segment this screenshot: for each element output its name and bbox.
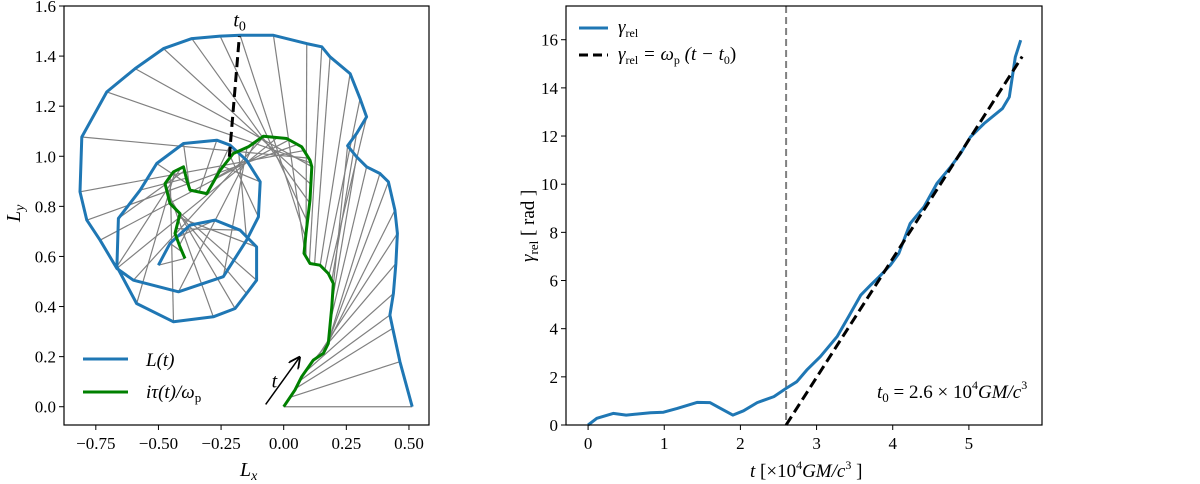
connector-line xyxy=(289,361,401,398)
legend: γrel γrel = ωp (t − t0) xyxy=(579,17,736,67)
legend-label-fit: γrel = ωp (t − t0) xyxy=(618,44,736,67)
connector-line xyxy=(163,48,312,185)
connector-line xyxy=(86,143,298,221)
x-axis-ticks: −0.75 −0.50 −0.25 0.00 0.25 0.50 xyxy=(76,425,424,453)
x-tick-label: 4 xyxy=(888,434,897,453)
y-tick-label: 0 xyxy=(550,416,559,435)
y-axis-ticks: 0 2 4 6 8 10 12 14 16 xyxy=(541,31,566,435)
x-tick-label: −0.25 xyxy=(201,434,240,453)
x-tick-label: 0 xyxy=(584,434,593,453)
series-gamma-line xyxy=(587,39,1023,427)
connector-line xyxy=(79,149,305,193)
connector-line xyxy=(304,293,394,374)
connector-line xyxy=(295,327,393,389)
connector-line xyxy=(238,151,248,241)
y-tick-label: 0.0 xyxy=(35,398,56,417)
x-axis-label: Lx xyxy=(239,459,258,484)
connector-line xyxy=(140,177,187,191)
y-axis-label: γrel [ rad ] xyxy=(518,190,541,262)
connector-line xyxy=(176,219,216,239)
y-tick-label: 6 xyxy=(550,272,559,291)
y-tick-label: 0.4 xyxy=(35,298,57,317)
connector-line xyxy=(308,46,323,263)
connector-line xyxy=(331,156,358,303)
connector-line xyxy=(222,165,261,183)
x-tick-label: 0.00 xyxy=(269,434,299,453)
connector-line xyxy=(299,314,391,382)
left-panel-trajectory: t0 t −0.75 −0.50 −0.25 0.00 0.25 0.50 0.00.20… xyxy=(3,0,430,484)
x-tick-label: 0.25 xyxy=(331,434,361,453)
y-tick-label: 8 xyxy=(550,223,559,242)
connector-line xyxy=(328,116,368,276)
connector-line xyxy=(230,156,259,218)
connector-line xyxy=(215,159,247,179)
connector-line xyxy=(158,257,186,266)
connector-line xyxy=(198,140,218,193)
connector-line xyxy=(322,209,396,355)
connector-line xyxy=(331,133,358,281)
left-axes-frame xyxy=(63,5,430,426)
y-tick-label: 10 xyxy=(541,175,558,194)
x-tick-label: 3 xyxy=(812,434,821,453)
connector-line xyxy=(310,263,397,364)
x-tick-label: −0.75 xyxy=(76,434,115,453)
legend: L(t) iτ(t)/ωp xyxy=(83,350,201,405)
x-tick-label: −0.50 xyxy=(139,434,178,453)
y-tick-label: 4 xyxy=(550,320,559,339)
x-axis-label: t [×104GM/c3 ] xyxy=(750,458,862,482)
series-L-line xyxy=(78,33,414,408)
right-axes-frame xyxy=(565,5,1043,426)
legend-label-tau: iτ(t)/ωp xyxy=(146,382,201,405)
y-tick-label: 12 xyxy=(541,127,558,146)
connector-line xyxy=(177,141,257,293)
y-tick-label: 0.6 xyxy=(35,247,56,266)
y-tick-label: 1.4 xyxy=(35,47,57,66)
t0-marker-line xyxy=(227,36,241,157)
x-tick-label: 5 xyxy=(965,434,974,453)
x-axis-ticks: 0 1 2 3 4 5 xyxy=(584,425,973,453)
y-tick-label: 0.2 xyxy=(35,348,56,367)
connector-line xyxy=(313,56,331,265)
t0-marker-label: t0 xyxy=(233,9,246,34)
series-fit-line xyxy=(784,55,1024,426)
connector-line xyxy=(132,135,265,281)
connector-line xyxy=(324,98,361,271)
series-tau-line xyxy=(163,134,335,408)
connector-line xyxy=(116,137,278,269)
connector-line xyxy=(329,166,368,322)
y-tick-label: 2 xyxy=(550,368,559,387)
y-tick-label: 1.0 xyxy=(35,147,56,166)
time-arrow-label: t xyxy=(272,370,278,392)
y-axis-label: Ly xyxy=(3,204,28,223)
y-tick-label: 16 xyxy=(541,31,558,50)
x-tick-label: 2 xyxy=(736,434,745,453)
y-tick-label: 1.2 xyxy=(35,97,56,116)
legend-label-gamma: γrel xyxy=(618,17,639,40)
y-tick-label: 14 xyxy=(541,79,559,98)
connector-line xyxy=(325,181,389,349)
y-tick-label: 1.6 xyxy=(35,0,56,16)
connector-line xyxy=(272,35,306,249)
connector-line xyxy=(219,35,308,222)
connector-line xyxy=(319,73,351,266)
connector-line xyxy=(191,38,311,204)
time-arrow xyxy=(265,357,300,405)
x-tick-label: 0.50 xyxy=(394,434,424,453)
y-axis-ticks: 0.0 0.2 0.4 0.6 0.8 1.0 1.2 1.4 1.6 xyxy=(35,0,64,417)
connector-line xyxy=(106,91,311,164)
legend-label-L: L(t) xyxy=(145,350,175,371)
connector-lines xyxy=(79,35,413,408)
y-tick-label: 0.8 xyxy=(35,197,56,216)
t0-annotation: t0 = 2.6 × 104GM/c3 xyxy=(877,378,1027,405)
connector-line xyxy=(327,173,381,342)
x-tick-label: 1 xyxy=(660,434,669,453)
